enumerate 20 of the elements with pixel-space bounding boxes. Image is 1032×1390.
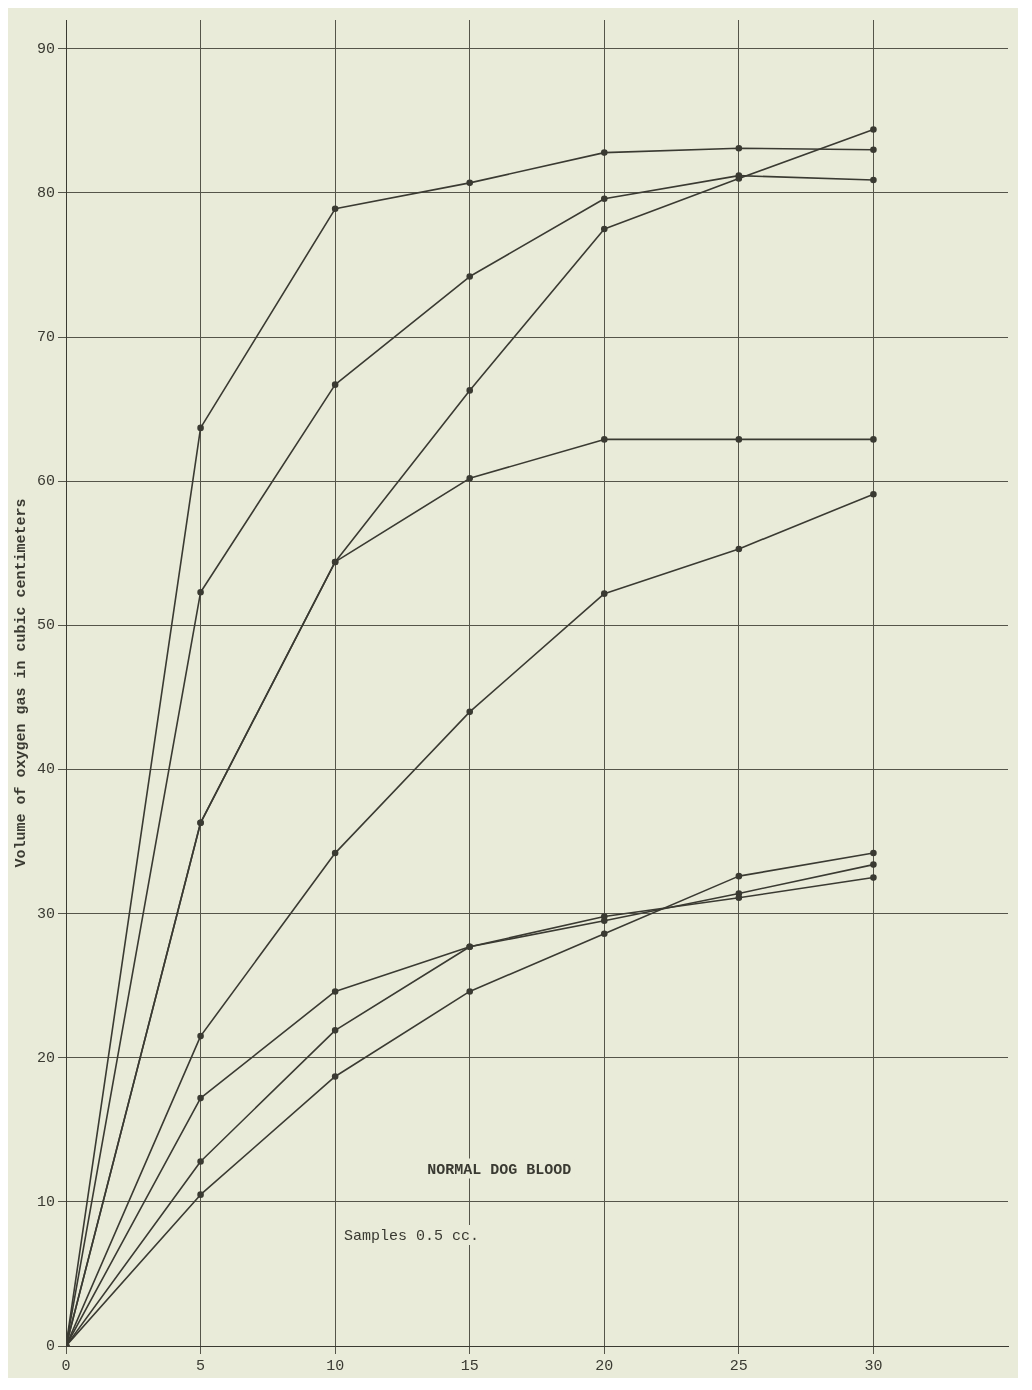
x-tick-label: 30 — [864, 1357, 883, 1375]
y-tick-label: 60 — [36, 473, 55, 491]
x-tick-label: 10 — [326, 1357, 345, 1375]
annotation: NORMAL DOG BLOOD — [427, 1161, 572, 1179]
annotation: Samples 0.5 cc. — [343, 1227, 479, 1245]
y-tick-label: 50 — [36, 617, 55, 635]
y-tick-label: 0 — [45, 1337, 55, 1355]
x-tick-label: 5 — [196, 1357, 206, 1375]
y-tick-label: 70 — [36, 329, 55, 347]
y-tick-label: 10 — [36, 1193, 55, 1211]
y-axis-title: Volume of oxygen gas in cubic centimeters — [12, 498, 30, 868]
x-tick-label: 20 — [595, 1357, 614, 1375]
y-tick-label: 40 — [36, 761, 55, 779]
x-tick-label: 15 — [460, 1357, 479, 1375]
y-tick-label: 90 — [36, 40, 55, 58]
x-tick-label: 0 — [61, 1357, 71, 1375]
y-tick-label: 20 — [36, 1049, 55, 1067]
y-tick-label: 30 — [36, 905, 55, 923]
y-tick-label: 80 — [36, 184, 55, 202]
x-tick-label: 25 — [729, 1357, 748, 1375]
